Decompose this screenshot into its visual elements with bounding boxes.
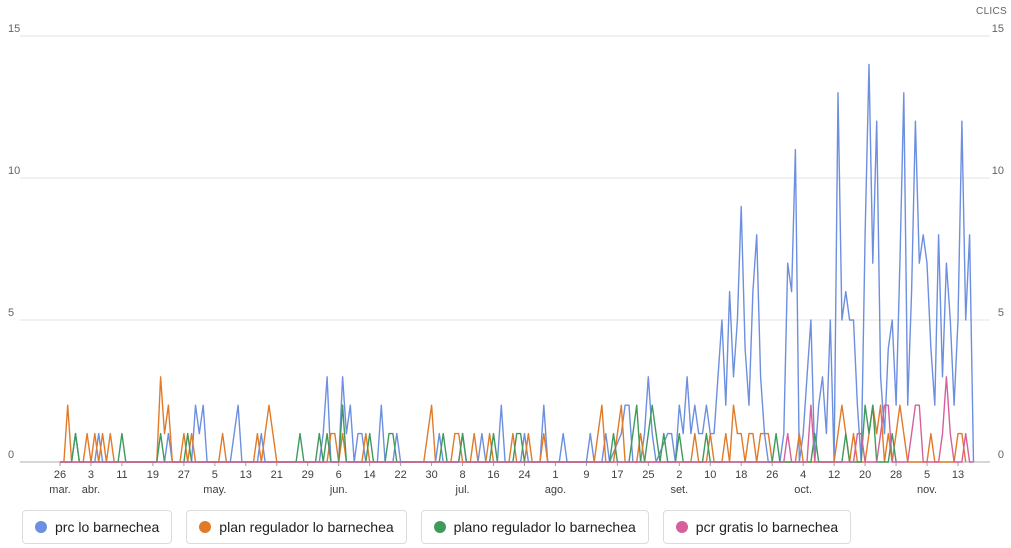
y-tick-label-left: 5 [8,307,14,319]
legend: prc lo barnechea plan regulador lo barnec… [22,510,852,544]
y-tick-label-right: 15 [992,23,1004,35]
x-tick-label: 30 [425,469,437,481]
legend-label: prc lo barnechea [55,519,160,535]
legend-item[interactable]: prc lo barnechea [22,510,173,544]
x-tick-label: 26 [766,469,778,481]
x-tick-label: 8 [459,469,465,481]
x-tick-label: 14 [364,469,376,481]
x-tick-label: 13 [952,469,964,481]
x-tick-label: 6 [336,469,342,481]
x-tick-label: 20 [859,469,871,481]
y-tick-label-left: 0 [8,449,14,461]
y-tick-label-right: 0 [998,449,1004,461]
x-tick-label: 16 [487,469,499,481]
x-tick-label: 17 [611,469,623,481]
x-tick-label: 24 [518,469,530,481]
x-tick-label: 21 [271,469,283,481]
legend-dot-icon [35,521,47,533]
legend-item[interactable]: plan regulador lo barnechea [186,510,407,544]
x-tick-label: 28 [890,469,902,481]
legend-dot-icon [675,521,688,533]
x-month-label: jul. [455,484,470,496]
x-month-label: jun. [329,484,348,496]
x-tick-label: 1 [552,469,558,481]
x-tick-label: 2 [676,469,682,481]
legend-item[interactable]: plano regulador lo barnechea [420,510,649,544]
y-tick-label-left: 10 [8,165,20,177]
legend-label: plan regulador lo barnechea [219,519,394,535]
legend-label: plano regulador lo barnechea [453,519,636,535]
x-tick-label: 18 [735,469,747,481]
x-tick-label: 27 [178,469,190,481]
legend-dot-icon [433,521,446,533]
x-month-label: mar. [49,484,70,496]
x-month-label: may. [203,484,226,496]
y-tick-label-left: 15 [8,23,20,35]
x-tick-label: 3 [88,469,94,481]
x-tick-label: 12 [828,469,840,481]
legend-dot-icon [199,521,212,533]
x-tick-label: 11 [116,469,127,481]
legend-label: pcr gratis lo barnechea [695,519,839,535]
x-tick-label: 5 [924,469,930,481]
x-tick-label: 5 [212,469,218,481]
x-tick-label: 26 [54,469,66,481]
series-line-4 [60,376,974,463]
x-month-label: abr. [82,484,100,496]
x-tick-label: 4 [800,469,806,481]
x-tick-label: 9 [583,469,589,481]
y-tick-label-right: 10 [992,165,1004,177]
x-month-label: nov. [917,484,937,496]
x-tick-label: 29 [302,469,314,481]
x-tick-label: 13 [240,469,252,481]
x-month-label: set. [670,484,688,496]
legend-item[interactable]: pcr gratis lo barnechea [662,510,852,544]
series-line-2 [60,376,967,463]
x-tick-label: 25 [642,469,654,481]
series-line-1 [60,63,975,463]
x-tick-label: 19 [147,469,159,481]
y-axis-title: CLICS [976,6,1007,17]
x-tick-label: 22 [394,469,406,481]
x-month-label: oct. [794,484,812,496]
y-tick-label-right: 5 [998,307,1004,319]
x-month-label: ago. [545,484,566,496]
x-tick-label: 10 [704,469,716,481]
